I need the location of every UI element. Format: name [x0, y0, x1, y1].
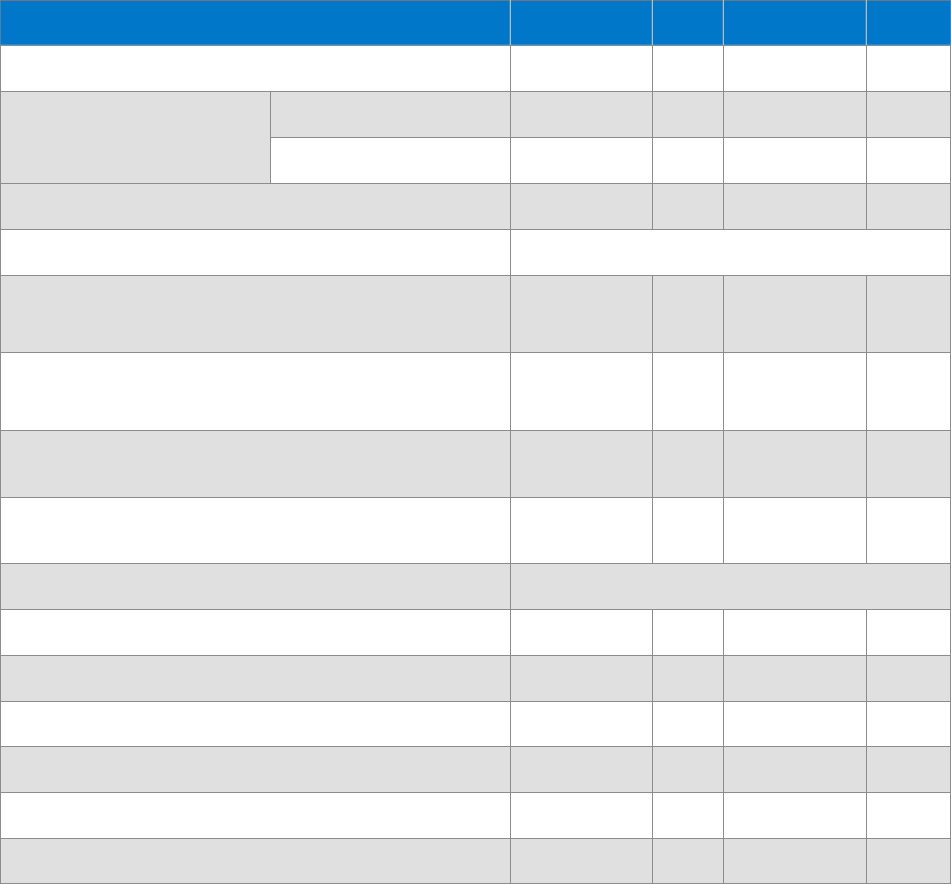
cell — [510, 497, 653, 564]
cell — [652, 746, 724, 793]
cell — [510, 563, 951, 610]
cell — [510, 838, 653, 884]
cell — [0, 655, 511, 702]
cell — [652, 352, 724, 431]
cell — [0, 838, 511, 884]
header-cell — [509, 0, 653, 46]
cell — [866, 352, 951, 431]
cell — [866, 45, 951, 92]
cell — [0, 183, 511, 230]
cell — [510, 430, 653, 498]
cell — [723, 792, 867, 839]
cell — [0, 275, 511, 353]
cell — [652, 183, 724, 230]
cell — [866, 792, 951, 839]
cell — [510, 275, 653, 353]
cell — [723, 430, 867, 498]
cell — [0, 609, 511, 656]
cell — [866, 497, 951, 564]
cell — [510, 655, 653, 702]
cell — [723, 701, 867, 747]
header-cell — [0, 0, 511, 46]
header-cell — [865, 0, 951, 46]
cell — [723, 137, 867, 184]
cell — [723, 609, 867, 656]
cell — [652, 45, 724, 92]
cell — [866, 609, 951, 656]
cell — [0, 497, 511, 564]
cell — [723, 275, 867, 353]
merged-cell — [0, 91, 271, 184]
cell — [0, 701, 511, 747]
cell — [0, 45, 511, 92]
cell — [510, 45, 653, 92]
cell — [510, 229, 951, 276]
cell — [652, 497, 724, 564]
cell — [723, 45, 867, 92]
header-cell — [651, 0, 724, 46]
cell — [0, 229, 511, 276]
cell — [723, 183, 867, 230]
cell — [723, 746, 867, 793]
cell — [866, 838, 951, 884]
cell — [866, 91, 951, 138]
table-body — [0, 45, 951, 884]
cell — [510, 746, 653, 793]
cell — [723, 91, 867, 138]
cell — [723, 655, 867, 702]
cell — [723, 497, 867, 564]
cell — [510, 792, 653, 839]
cell — [866, 275, 951, 353]
cell — [652, 655, 724, 702]
cell — [866, 137, 951, 184]
cell — [510, 91, 653, 138]
cell — [866, 655, 951, 702]
cell — [652, 137, 724, 184]
cell — [0, 430, 511, 498]
cell — [866, 701, 951, 747]
cell — [652, 430, 724, 498]
cell — [652, 838, 724, 884]
cell — [866, 183, 951, 230]
cell — [0, 792, 511, 839]
cell — [866, 430, 951, 498]
cell — [652, 609, 724, 656]
header-row — [0, 0, 951, 46]
cell — [652, 91, 724, 138]
cell — [0, 746, 511, 793]
cell — [510, 137, 653, 184]
cell — [652, 275, 724, 353]
cell — [510, 701, 653, 747]
cell — [510, 352, 653, 431]
cell — [0, 563, 511, 610]
cell — [652, 701, 724, 747]
cell — [510, 609, 653, 656]
cell — [270, 137, 511, 184]
cell — [0, 352, 511, 431]
cell — [510, 183, 653, 230]
cell — [866, 746, 951, 793]
cell — [723, 838, 867, 884]
cell — [652, 792, 724, 839]
cell — [723, 352, 867, 431]
cell — [270, 91, 511, 138]
header-cell — [722, 0, 867, 46]
